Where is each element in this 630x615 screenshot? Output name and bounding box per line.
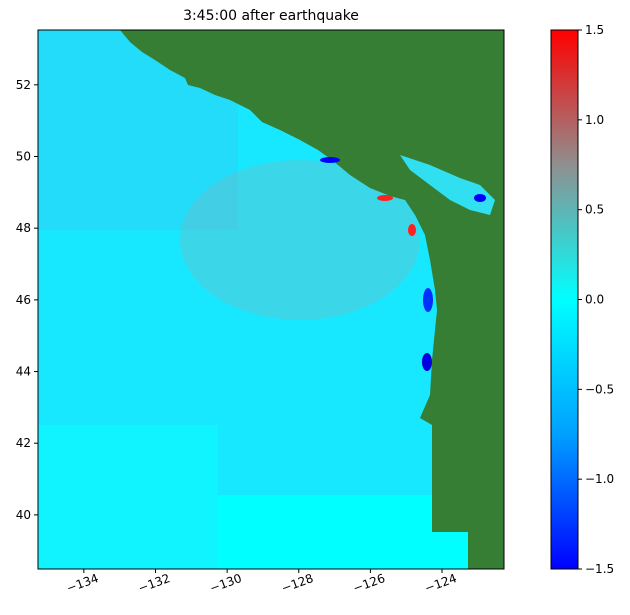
wave-spot [474, 194, 486, 202]
wave-spot [377, 195, 393, 201]
colorbar-tick-label: 0.0 [585, 293, 604, 307]
ocean-shade [218, 495, 468, 569]
colorbar-tick-label: 1.0 [585, 113, 604, 127]
y-tick-label: 48 [16, 221, 31, 235]
colorbar [550, 29, 579, 570]
wave-spot [422, 353, 432, 371]
x-tick-label: −126 [351, 571, 387, 595]
y-tick-label: 40 [16, 508, 31, 522]
wave-front [180, 160, 420, 320]
colorbar-tick-label: −1.0 [585, 472, 614, 486]
x-tick-label: −130 [208, 571, 244, 595]
ocean-shade [38, 425, 218, 569]
x-tick-label: −132 [136, 571, 172, 595]
wave-spot [423, 288, 433, 312]
x-tick-label: −124 [423, 571, 459, 595]
colorbar-tick-label: 0.5 [585, 203, 604, 217]
chart-title: 3:45:00 after earthquake [183, 8, 359, 24]
y-tick-label: 42 [16, 436, 31, 450]
y-tick-label: 44 [16, 365, 31, 379]
colorbar-tick-label: −0.5 [585, 382, 614, 396]
y-tick-label: 52 [16, 78, 31, 92]
x-tick-label: −128 [280, 571, 316, 595]
map [38, 30, 504, 569]
x-tick-label: −134 [65, 571, 101, 595]
y-tick-label: 50 [16, 150, 31, 164]
wave-spot [320, 157, 340, 163]
colorbar-tick-label: 1.5 [585, 23, 604, 37]
y-tick-label: 46 [16, 293, 31, 307]
strait [400, 155, 495, 215]
wave-spot [408, 224, 416, 236]
colorbar-tick-label: −1.5 [585, 562, 614, 576]
